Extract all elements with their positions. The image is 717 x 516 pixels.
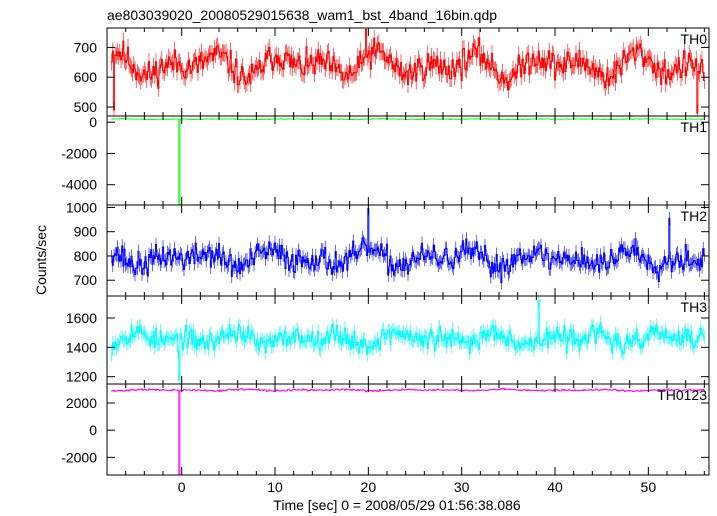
y-tick-label: 600 [74,69,98,85]
y-tick-label: 1400 [66,339,97,355]
y-tick-label: 0 [89,422,97,438]
x-tick-label: 40 [547,479,563,495]
y-tick-label: 0 [89,114,97,130]
y-tick-label: 1000 [66,199,97,215]
series-line-th0123 [111,387,705,476]
y-tick-label: -2000 [61,145,97,161]
y-tick-label: 800 [74,248,98,264]
panel-th0123: -2000 0 2000 TH0123 [61,383,710,476]
panel-th0: 500 600 700 TH0 [74,27,710,117]
y-tick-label: 1600 [66,310,97,326]
x-tick-label: 50 [641,479,657,495]
series-name-label: TH0123 [657,387,707,403]
x-tick-label: 10 [267,479,283,495]
y-tick-label: 500 [74,99,98,115]
y-axis-label: Counts/sec [33,225,49,295]
series-name-label: TH1 [681,119,708,135]
panel-frame [106,115,710,206]
y-tick-label: -4000 [61,177,97,193]
series-line-th2 [111,208,705,284]
error-bars-th1 [111,118,705,205]
panel-frame [106,383,710,476]
x-axis-label: Time [sec] 0 = 2008/05/29 01:56:38.086 [273,497,521,513]
y-tick-label: 2000 [66,395,97,411]
y-tick-label: -2000 [61,449,97,465]
error-bars-th0123 [111,387,705,475]
series-name-label: TH0 [681,31,708,47]
series-name-label: TH2 [681,208,708,224]
x-tick-label: 30 [454,479,470,495]
panel-th2: 700 800 900 1000 TH2 [66,199,710,297]
series-line-th1 [111,118,705,206]
y-tick-label: 1200 [66,369,97,385]
error-bars-th2 [111,205,705,290]
y-tick-label: 700 [74,272,98,288]
y-tick-label: 900 [74,224,98,240]
panel-th3: 1200 1400 1600 TH3 [66,295,710,385]
series-line-th0 [111,29,705,114]
series-line-th3 [111,299,705,381]
x-tick-label: 0 [178,479,186,495]
series-name-label: TH3 [681,299,708,315]
chart-title: ae803039020_20080529015638_wam1_bst_4ban… [107,7,497,23]
panel-th1: -4000 -2000 0 TH1 [61,114,710,206]
x-tick-label: 20 [361,479,377,495]
y-tick-label: 700 [74,39,98,55]
